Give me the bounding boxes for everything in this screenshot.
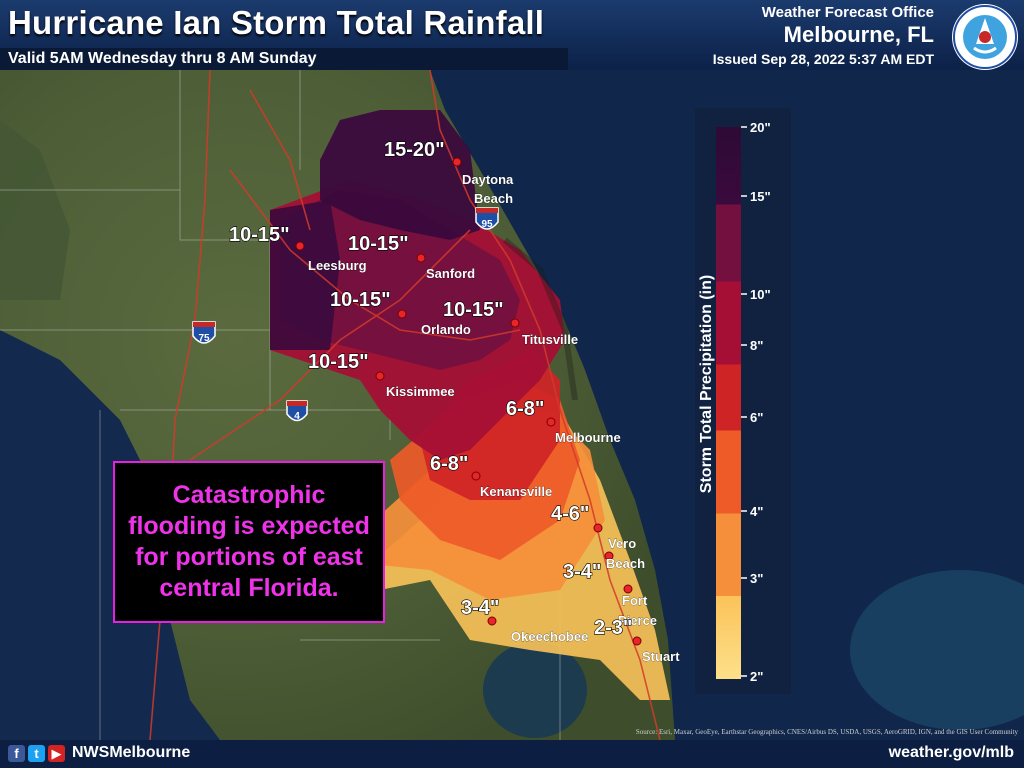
city-marker bbox=[397, 309, 407, 319]
header-bar: Hurricane Ian Storm Total Rainfall Valid… bbox=[0, 0, 1024, 70]
legend-title: Storm Total Precipitation (in) bbox=[698, 275, 715, 493]
twitter-icon[interactable]: t bbox=[28, 744, 45, 762]
city-label: Kenansville bbox=[480, 484, 552, 499]
rainfall-amount-label: 10-15" bbox=[330, 289, 391, 311]
city-label: Pierce bbox=[618, 613, 657, 628]
city-marker bbox=[546, 417, 556, 427]
rainfall-amount-label: 10-15" bbox=[229, 224, 290, 246]
legend-tick-label: 4" bbox=[750, 504, 763, 519]
legend-tick-label: 15" bbox=[750, 189, 771, 204]
rainfall-amount-label: 3-4" bbox=[461, 597, 499, 619]
rainfall-amount-label: 3-4" bbox=[563, 561, 601, 583]
legend-tick-label: 6" bbox=[750, 410, 763, 425]
youtube-icon[interactable]: ▶ bbox=[48, 744, 65, 762]
city-marker bbox=[604, 551, 614, 561]
bahamas-shallows bbox=[850, 570, 1024, 730]
legend-tick-label: 10" bbox=[750, 287, 771, 302]
city-label: Titusville bbox=[522, 332, 578, 347]
office-block: Weather Forecast Office Melbourne, FL Is… bbox=[713, 4, 934, 67]
legend: Storm Total Precipitation (in) 20" 15" 10"… bbox=[695, 108, 791, 694]
flooding-callout: Catastrophic flooding is expected for po… bbox=[113, 461, 385, 623]
city-label: Melbourne bbox=[555, 430, 621, 445]
shield-label: 95 bbox=[481, 219, 493, 230]
nws-logo-icon bbox=[952, 4, 1018, 70]
lake-okeechobee bbox=[483, 642, 587, 738]
rainfall-amount-label: 10-15" bbox=[443, 299, 504, 321]
valid-period: Valid 5AM Wednesday thru 8 AM Sunday bbox=[0, 48, 568, 70]
rainfall-amount-label: 10-15" bbox=[348, 233, 409, 255]
rainfall-amount-label: 4-6" bbox=[551, 503, 589, 525]
map-title: Hurricane Ian Storm Total Rainfall bbox=[8, 4, 545, 41]
social-handle[interactable]: NWSMelbourne bbox=[72, 744, 191, 761]
city-label: Leesburg bbox=[308, 258, 367, 273]
city-label: Sanford bbox=[426, 266, 475, 281]
social-links: f t ▶ NWSMelbourne bbox=[8, 744, 190, 762]
city-marker bbox=[623, 584, 633, 594]
rainfall-amount-label: 15-20" bbox=[384, 139, 445, 161]
city-marker bbox=[452, 157, 462, 167]
city-marker bbox=[416, 253, 426, 263]
city-marker bbox=[632, 636, 642, 646]
legend-background bbox=[695, 108, 791, 694]
city-marker bbox=[510, 318, 520, 328]
rainfall-amount-label: 10-15" bbox=[308, 351, 369, 373]
city-label: Beach bbox=[606, 556, 645, 571]
map-credits: Source: Esri, Maxar, GeoEye, Earthstar G… bbox=[635, 728, 1018, 736]
rainfall-swath bbox=[270, 110, 670, 700]
city-marker bbox=[295, 241, 305, 251]
city-label: Orlando bbox=[421, 322, 471, 337]
rainfall-amount-label: 6-8" bbox=[506, 398, 544, 420]
gulf-water bbox=[0, 330, 220, 740]
city-marker bbox=[375, 371, 385, 381]
facebook-icon[interactable]: f bbox=[8, 744, 25, 762]
issued-time: Issued Sep 28, 2022 5:37 AM EDT bbox=[712, 51, 934, 67]
office-location: Melbourne, FL bbox=[783, 22, 934, 47]
legend-tick-label: 8" bbox=[750, 338, 763, 353]
interstate-4-shield: 4 bbox=[286, 400, 308, 422]
footer-bar: f t ▶ NWSMelbourne weather.gov/mlb bbox=[0, 740, 1024, 768]
shield-label: 75 bbox=[198, 333, 210, 344]
city-label: Stuart bbox=[642, 649, 680, 664]
city-labels: Daytona Beach Leesburg Sanford Orlando Titusv… bbox=[295, 157, 680, 664]
city-label: Daytona bbox=[462, 172, 514, 187]
interstate-95-shield: 95 bbox=[475, 207, 499, 230]
city-label: Okeechobee bbox=[511, 629, 588, 644]
city-marker bbox=[471, 471, 481, 481]
interstate-75-shield: 75 bbox=[192, 321, 216, 344]
city-marker bbox=[487, 616, 497, 626]
land-texture bbox=[0, 120, 70, 300]
legend-tick-label: 3" bbox=[750, 571, 763, 586]
legend-colorbar bbox=[716, 127, 741, 679]
city-label: Beach bbox=[474, 191, 513, 206]
legend-tick-label: 20" bbox=[750, 120, 771, 135]
shield-label: 4 bbox=[294, 411, 300, 422]
city-label: Fort bbox=[622, 593, 648, 608]
website-link[interactable]: weather.gov/mlb bbox=[888, 744, 1014, 761]
indian-river-lagoon bbox=[503, 237, 578, 401]
legend-tick-label: 2" bbox=[750, 669, 763, 684]
rainfall-amount-label: 2-3" bbox=[594, 617, 632, 639]
city-marker bbox=[593, 523, 603, 533]
rainfall-amount-labels: 15-20" 10-15" 10-15" 10-15" 10-15" 10-15" 6-8"… bbox=[228, 138, 633, 639]
office-name: Weather Forecast Office bbox=[761, 4, 934, 21]
city-label: Vero bbox=[608, 536, 636, 551]
rainfall-amount-label: 6-8" bbox=[430, 453, 468, 475]
city-label: Kissimmee bbox=[386, 384, 455, 399]
